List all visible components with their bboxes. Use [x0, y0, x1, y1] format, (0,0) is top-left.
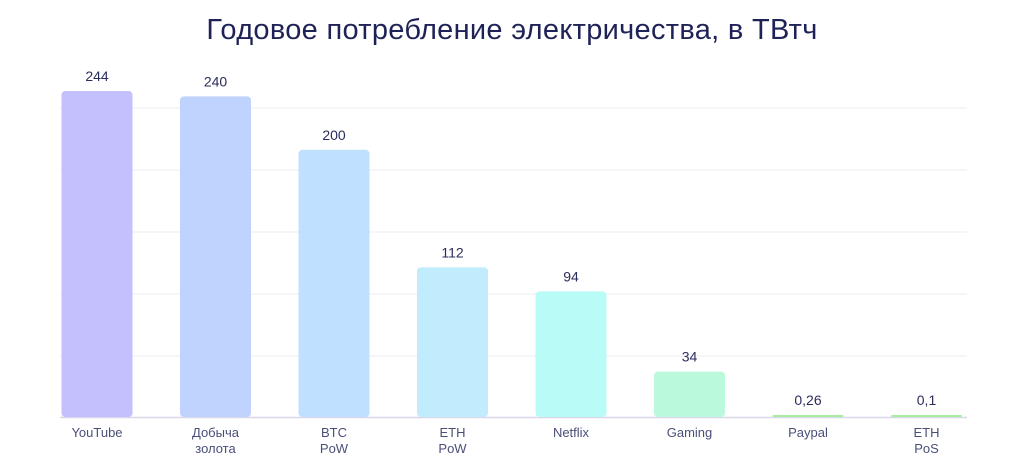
bar-1	[180, 96, 251, 417]
chart-title: Годовое потребление электричества, в ТВт…	[206, 14, 818, 46]
x-tick-label: YouTube	[71, 425, 122, 440]
x-tick-label: Gaming	[667, 425, 713, 440]
data-label: 0,1	[917, 392, 937, 408]
bar-5	[654, 371, 725, 417]
x-tick-label: PoW	[320, 441, 349, 456]
x-tick-label: PoW	[438, 441, 467, 456]
bar-3	[417, 267, 488, 417]
data-label: 244	[85, 68, 109, 84]
bar-0	[61, 91, 133, 417]
data-label: 34	[682, 349, 698, 365]
x-tick-label: ETH	[914, 425, 940, 440]
bar-6	[772, 415, 844, 417]
data-label: 200	[322, 127, 346, 143]
bar-4	[535, 291, 607, 417]
x-tick-label: ETH	[440, 425, 466, 440]
x-tick-label: золота	[195, 441, 236, 456]
data-label: 112	[441, 244, 464, 260]
x-tick-label: PoS	[914, 441, 939, 456]
bar-7	[891, 415, 962, 417]
x-tick-label: Добыча	[192, 425, 240, 440]
data-label: 240	[204, 73, 228, 89]
bar-2	[298, 149, 370, 418]
data-label: 0,26	[794, 392, 821, 408]
data-label: 94	[563, 268, 579, 284]
x-tick-label: Paypal	[788, 425, 828, 440]
x-tick-label: Netflix	[553, 425, 590, 440]
x-tick-label: BTC	[321, 425, 347, 440]
